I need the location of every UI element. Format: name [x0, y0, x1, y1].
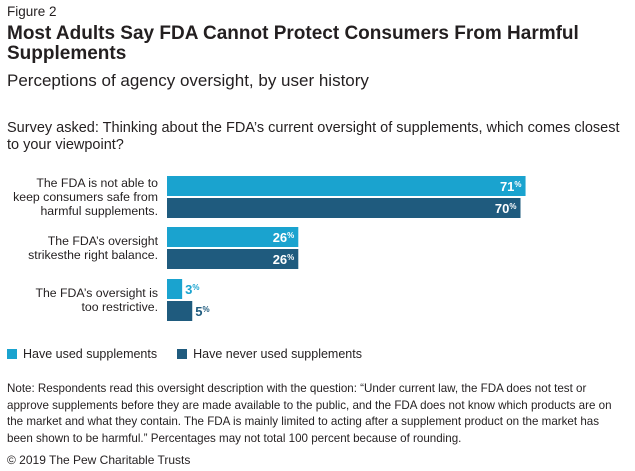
category-label: The FDA’s oversight — [48, 234, 159, 248]
bar — [167, 301, 193, 321]
chart-title: Most Adults Say FDA Cannot Protect Consu… — [7, 23, 579, 64]
data-label: 5% — [195, 304, 209, 319]
data-label: 70% — [495, 201, 517, 216]
legend: Have used supplements Have never used su… — [7, 347, 382, 361]
chart-subtitle: Perceptions of agency oversight, by user… — [7, 71, 369, 90]
category-label: harmful supplements. — [40, 204, 158, 218]
data-label: 26% — [273, 230, 295, 245]
legend-label-used: Have used supplements — [23, 347, 158, 361]
survey-question: Survey asked: Thinking about the FDA’s c… — [7, 120, 620, 153]
bar — [167, 249, 299, 269]
category-label: The FDA’s oversight is — [35, 286, 158, 300]
bar — [167, 198, 521, 218]
data-label: 3% — [185, 282, 199, 297]
legend-item-never: Have never used supplements — [177, 347, 362, 361]
figure-label: Figure 2 — [7, 4, 57, 19]
legend-swatch-used — [7, 349, 17, 359]
data-label: 26% — [273, 252, 295, 267]
legend-item-used: Have used supplements — [7, 347, 157, 361]
category-label: strikesthe right balance. — [28, 248, 158, 262]
data-label: 71% — [500, 179, 522, 194]
copyright: © 2019 The Pew Charitable Trusts — [7, 453, 191, 467]
category-label: The FDA is not able to — [36, 176, 158, 190]
category-label: too restrictive. — [81, 300, 158, 314]
bar — [167, 279, 183, 299]
legend-label-never: Have never used supplements — [193, 347, 362, 361]
chart-note: Note: Respondents read this oversight de… — [7, 382, 612, 445]
bar — [167, 227, 299, 247]
category-label: keep consumers safe from — [13, 190, 158, 204]
bar — [167, 176, 526, 196]
legend-swatch-never — [177, 349, 188, 359]
